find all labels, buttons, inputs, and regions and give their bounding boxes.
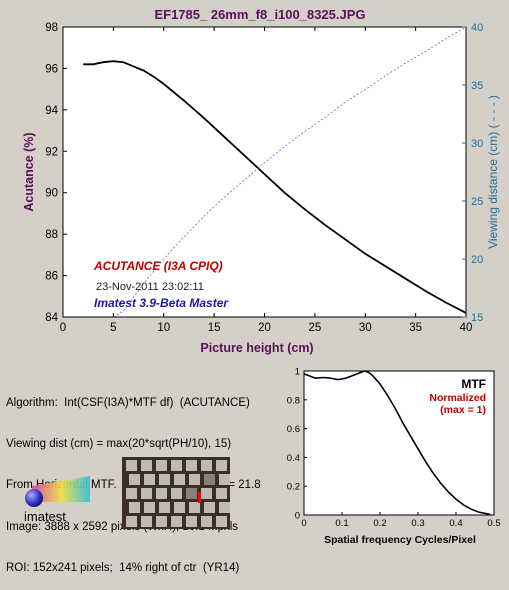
viewing-distance-line (113, 26, 467, 318)
y-axis-label: Acutance (%) (22, 132, 36, 211)
y-tick-label: 94 (45, 105, 58, 117)
chart-square (171, 460, 182, 471)
chart-square (204, 474, 215, 485)
logo-text: imatest (24, 509, 66, 524)
y-tick-label: 84 (45, 312, 58, 324)
acutance-chart: EF1785_ 26mm_f8_i100_8325.JPG 0 5 10 15 20 25… (22, 7, 500, 355)
x-axis-label: Picture height (cm) (200, 341, 313, 355)
chart-square (141, 460, 152, 471)
y-tick-label: 86 (45, 271, 58, 283)
chart-square (219, 502, 230, 513)
x-tick-label: 40 (460, 322, 473, 334)
chart-square (126, 516, 137, 527)
chart-square (186, 516, 197, 527)
x-tick-label: 20 (258, 322, 271, 334)
x-tick-label: 15 (208, 322, 221, 334)
version-annotation: Imatest 3.9-Beta Master (94, 296, 229, 310)
timestamp-annotation: 23-Nov-2011 23:02:11 (96, 281, 204, 293)
roi-marker (198, 492, 201, 503)
chart-square (141, 516, 152, 527)
acutance-line (83, 60, 467, 314)
chart-square (186, 460, 197, 471)
chart-square (201, 516, 212, 527)
y2-tick-label: 20 (471, 254, 483, 266)
chart-square (156, 488, 167, 499)
y2-tick-label: 35 (471, 80, 483, 92)
x-tick-label: 5 (110, 322, 116, 334)
info-line-roi: ROI: 152x241 pixels; 14% right of ctr (Y… (6, 562, 240, 575)
chart-square (174, 502, 185, 513)
chart-square (159, 474, 170, 485)
chart-square (189, 474, 200, 485)
roi-thumbnail (122, 457, 230, 529)
y-tick-label: 90 (45, 188, 58, 200)
chart-square (216, 516, 227, 527)
y2-tick-label: 25 (471, 196, 483, 208)
chart-square (186, 488, 197, 499)
x-tick-label: 35 (409, 322, 422, 334)
chart-square (129, 474, 140, 485)
chart-square (171, 488, 182, 499)
info-line-viewing-dist: Viewing dist (cm) = max(20*sqrt(PH/10), … (6, 437, 232, 450)
chart-square (174, 474, 185, 485)
chart-square (156, 460, 167, 471)
chart-square (144, 474, 155, 485)
chart-square (189, 502, 200, 513)
y-tick-label: 96 (45, 63, 58, 75)
chart-square (171, 516, 182, 527)
chart-square (126, 460, 137, 471)
right-y-axis-label: Viewing distance (cm) ( - - - ) (486, 95, 500, 249)
x-tick-label: 10 (157, 322, 170, 334)
chart-square (216, 460, 227, 471)
info-line-algorithm: Algorithm: Int(CSF(I3A)*MTF df) (ACUTANC… (6, 396, 250, 409)
chart-title: EF1785_ 26mm_f8_i100_8325.JPG (154, 7, 365, 22)
chart-square (126, 488, 137, 499)
x-tick-label: 30 (359, 322, 372, 334)
x-tick-label: 25 (308, 322, 321, 334)
chart-square (216, 488, 227, 499)
chart-square (144, 502, 155, 513)
chart-square (141, 488, 152, 499)
x-tick-label: 0 (60, 322, 66, 334)
plot-area (62, 26, 467, 318)
acutance-annotation: ACUTANCE (I3A CPIQ) (93, 259, 223, 273)
y-tick-label: 98 (45, 22, 58, 34)
chart-square (159, 502, 170, 513)
chart-square (201, 460, 212, 471)
y2-tick-label: 30 (471, 138, 483, 150)
y-tick-label: 92 (45, 146, 58, 158)
y-tick-label: 88 (45, 229, 58, 241)
chart-square (201, 488, 212, 499)
chart-square (129, 502, 140, 513)
chart-square (204, 502, 215, 513)
chart-square (219, 474, 230, 485)
imatest-logo-icon (25, 476, 90, 507)
y2-tick-label: 40 (471, 22, 483, 34)
y2-tick-label: 15 (471, 312, 483, 324)
chart-square (156, 516, 167, 527)
